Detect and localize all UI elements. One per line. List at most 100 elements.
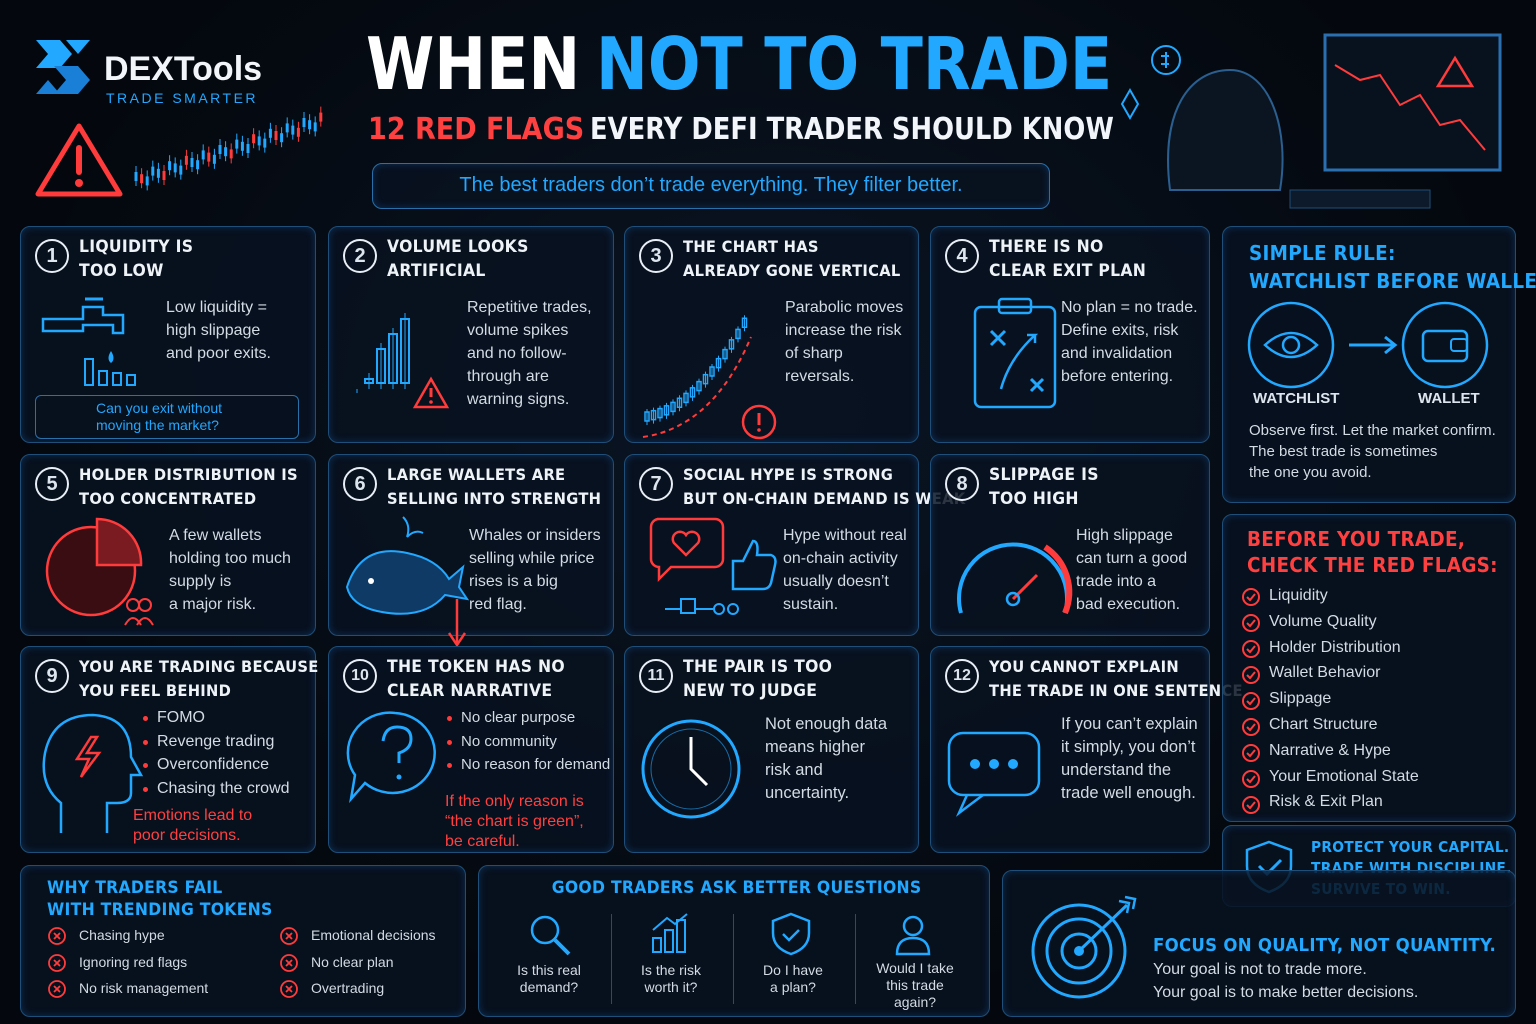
icon-shape [252,134,256,144]
icon-shape [201,150,205,160]
icon-shape [741,317,748,328]
icon [356,313,450,409]
icon [280,927,298,945]
icon-shape [134,172,138,181]
icon-shape [240,141,244,151]
card-title: CLEAR NARRATIVE [387,681,553,701]
icon [346,711,436,804]
card-body: warning signs. [467,391,570,408]
card-body: can turn a good [1076,550,1188,567]
icon-shape [319,112,323,122]
card: 11 THE PAIR IS TOO NEW TO JUDGE Not enough … [624,646,919,853]
icon-shape [715,357,722,369]
question-line: a plan? [770,979,816,995]
card-body: holding too much [169,550,291,567]
card-title: BUT ON-CHAIN DEMAND IS WEAK [683,489,966,508]
checklist-item: Volume Quality [1269,612,1377,630]
icon-shape [218,145,222,154]
icon-shape [1334,64,1486,151]
icon [1242,718,1260,736]
question-line: demand? [519,979,579,995]
questions-title: GOOD TRADERS ASK BETTER QUESTIONS [551,878,922,898]
focus-title: FOCUS ON QUALITY, NOT QUANTITY. [1153,935,1497,956]
icon-shape [970,759,980,769]
icon-shape [1435,55,1475,88]
icon [36,40,90,94]
icon-shape [66,40,90,54]
why-fail-title: WHY TRADERS FAIL [47,878,223,898]
bullet: No reason for demand [461,756,611,773]
brand-tagline: TRADE SMARTER [106,90,259,106]
icon-shape [1031,903,1127,999]
card-body: Low liquidity = [166,299,267,316]
icon-shape [54,66,90,94]
card-number: 12 [945,659,979,693]
icon-shape [895,936,931,956]
icon-shape [989,329,1045,393]
checklist-item: Holder Distribution [1269,638,1401,656]
why-fail-title: WITH TRENDING TOKENS [47,900,273,920]
card-title: TOO HIGH [989,489,1079,509]
icon-shape [285,985,293,993]
card-body: usually doesn’t [783,573,889,590]
card-title: ALREADY GONE VERTICAL [683,261,901,280]
focus-panel: FOCUS ON QUALITY, NOT QUANTITY. Your goal… [1002,870,1516,1017]
icon [957,542,1073,615]
icon-shape [1242,692,1260,710]
icon [41,297,136,386]
card-number: 5 [35,467,69,501]
divider [733,914,734,1004]
question-line: Is the risk [641,962,701,978]
card-title: SELLING INTO STRENGTH [387,489,602,508]
icon-shape [1242,796,1260,814]
icon-shape [1005,591,1021,607]
tagline: The best traders don’t trade everything.… [459,174,963,196]
card-title: ARTIFICIAL [387,261,486,281]
question-line: again? [893,994,937,1010]
card-body: bad execution. [1076,596,1181,613]
icon-shape [280,133,284,143]
focus-line: Your goal is not to trade more. [1153,961,1367,978]
icon-shape [268,128,272,138]
icon-shape [676,919,686,953]
card-title: NEW TO JUDGE [683,681,818,701]
bullet: Revenge trading [157,732,275,750]
card-body: Repetitive trades, [467,299,592,316]
card-body: through are [467,368,549,385]
icon-shape [650,728,732,810]
card-body: before entering. [1061,368,1174,385]
icon-shape [1246,645,1256,654]
icon-shape [53,958,61,967]
icon-shape [48,980,66,998]
card-body: high slippage [166,322,261,339]
icon-shape [1247,301,1335,389]
question-line: worth it? [644,979,698,995]
checklist-item: Wallet Behavior [1269,664,1381,682]
card-body: Parabolic moves [785,299,904,316]
icon-shape [1242,666,1260,684]
icon-shape [48,953,66,972]
question-line: Is this real [517,962,581,978]
title-a: WHEN [366,22,581,106]
card: 9 YOU ARE TRADING BECAUSE YOU FEEL BEHIND F… [20,646,318,853]
icon-shape [74,735,102,778]
card-body: rises is a big [469,573,558,590]
subtitle-a: 12 RED FLAGS [368,112,585,147]
card-body: uncertainty. [765,784,850,802]
why-fail-item: Chasing hype [79,927,165,943]
bullet-dot [143,716,148,721]
card-body: red flag. [469,596,527,613]
card-body: it simply, you don’t [1061,738,1196,756]
icon-shape [1246,723,1256,732]
icon-shape [280,980,298,998]
icon-shape [702,373,709,385]
card-body: on-chain activity [783,550,898,567]
protect-line: PROTECT YOUR CAPITAL. [1311,838,1510,856]
icon [134,106,323,191]
card-body: selling while price [469,550,595,567]
icon-shape [676,397,683,408]
why-fail-item: No clear plan [311,953,394,970]
icon-shape [1242,614,1260,632]
card-warning: poor decisions. [133,827,241,844]
